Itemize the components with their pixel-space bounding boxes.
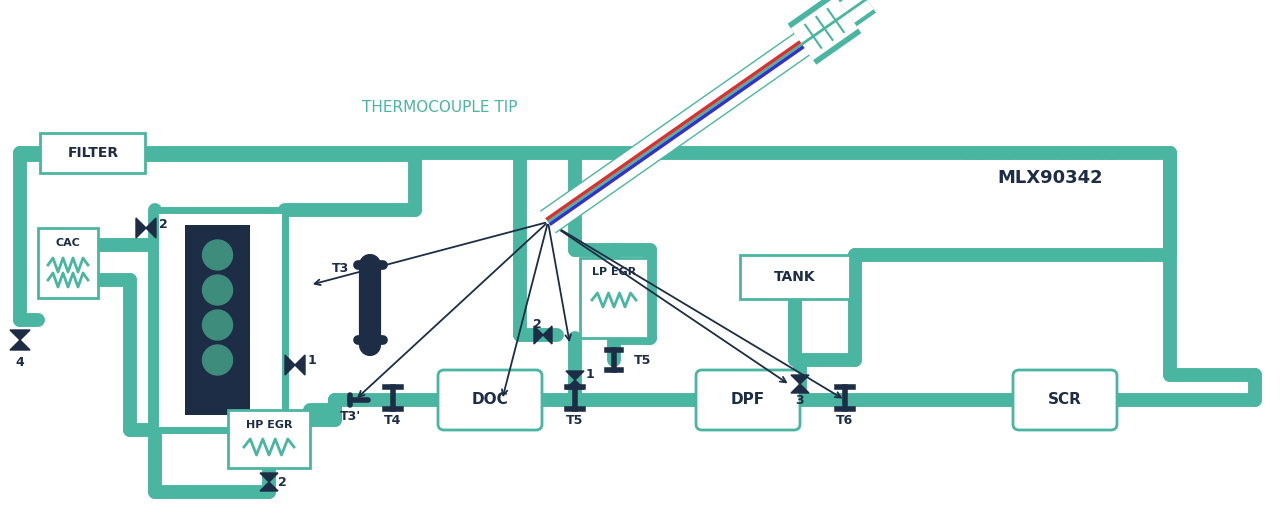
Text: SCR: SCR: [1048, 393, 1082, 408]
FancyBboxPatch shape: [696, 370, 800, 430]
Polygon shape: [543, 326, 552, 344]
Text: T3': T3': [339, 410, 361, 422]
Text: CAC: CAC: [55, 238, 81, 248]
Bar: [228, 410, 310, 468]
Text: SENSOR INTERFACE: SENSOR INTERFACE: [964, 148, 1116, 162]
Polygon shape: [285, 355, 294, 375]
Polygon shape: [260, 473, 278, 482]
Text: T6: T6: [836, 413, 854, 426]
Text: TANK: TANK: [774, 270, 815, 284]
Circle shape: [202, 345, 233, 375]
Text: 2: 2: [159, 217, 168, 230]
Text: FILTER: FILTER: [68, 146, 119, 160]
Bar: [186, 225, 250, 415]
FancyBboxPatch shape: [1012, 370, 1117, 430]
Text: MLX90342: MLX90342: [997, 169, 1103, 187]
Bar: [580, 258, 648, 338]
Text: 1: 1: [586, 368, 594, 381]
Text: 1: 1: [307, 355, 316, 368]
Text: T5: T5: [566, 413, 584, 426]
Text: 2: 2: [532, 318, 541, 331]
Bar: [740, 255, 850, 299]
Polygon shape: [260, 482, 278, 491]
Polygon shape: [10, 340, 29, 350]
Polygon shape: [136, 218, 146, 238]
Polygon shape: [146, 218, 156, 238]
Bar: [155, 210, 285, 430]
Text: 4: 4: [15, 356, 24, 369]
Bar: [40, 133, 145, 173]
Polygon shape: [791, 375, 809, 384]
Text: T3: T3: [332, 262, 349, 275]
Text: DOC: DOC: [471, 393, 508, 408]
Text: THERMOCOUPLE TIP: THERMOCOUPLE TIP: [362, 100, 517, 115]
Text: 3: 3: [796, 395, 804, 408]
Text: 2: 2: [278, 476, 287, 489]
Bar: [38, 228, 99, 298]
Polygon shape: [791, 384, 809, 393]
Circle shape: [202, 310, 233, 340]
Polygon shape: [566, 380, 584, 389]
Text: T5: T5: [634, 354, 652, 367]
Text: LP EGR: LP EGR: [591, 267, 636, 277]
Circle shape: [202, 275, 233, 305]
Text: HP EGR: HP EGR: [246, 420, 292, 430]
Polygon shape: [10, 330, 29, 340]
Polygon shape: [534, 326, 543, 344]
Text: T4: T4: [384, 413, 402, 426]
FancyBboxPatch shape: [438, 370, 541, 430]
Polygon shape: [566, 371, 584, 380]
Text: DPF: DPF: [731, 393, 765, 408]
Polygon shape: [294, 355, 305, 375]
Circle shape: [202, 240, 233, 270]
